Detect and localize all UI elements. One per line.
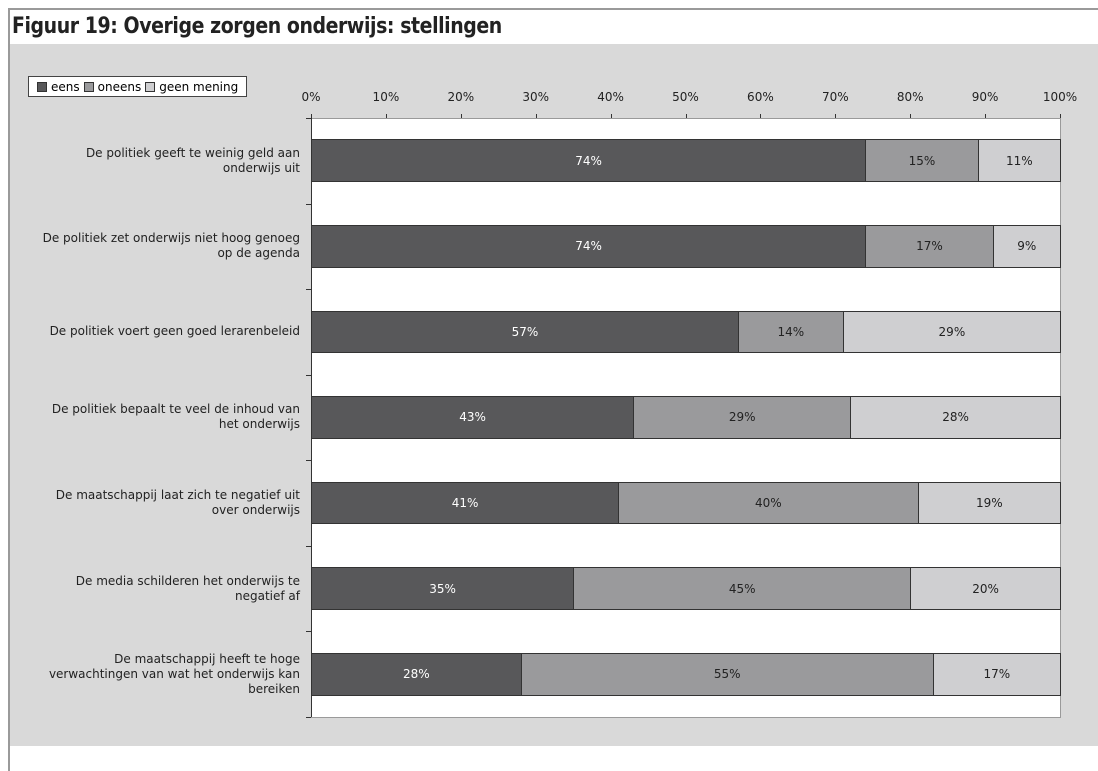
y-tick bbox=[306, 717, 311, 718]
x-tick-label: 0% bbox=[301, 90, 321, 104]
bar-segment: 40% bbox=[618, 481, 919, 525]
bar-segment: 28% bbox=[850, 396, 1061, 439]
x-tick-label: 80% bbox=[896, 90, 924, 104]
data-label: 74% bbox=[575, 153, 602, 168]
data-label: 29% bbox=[728, 410, 756, 425]
data-label: 43% bbox=[459, 410, 486, 425]
bar-segment: 41% bbox=[311, 481, 620, 525]
data-label: 74% bbox=[575, 239, 602, 254]
bar-segment: 29% bbox=[842, 310, 1061, 354]
data-label: 28% bbox=[403, 667, 430, 682]
y-tick-label: De politiek voert geen goed lerarenbelei… bbox=[49, 324, 300, 339]
data-label: 15% bbox=[908, 153, 936, 168]
x-tick bbox=[610, 114, 612, 118]
bar-segment: 74% bbox=[311, 139, 867, 183]
x-tick bbox=[535, 114, 537, 118]
y-tick bbox=[306, 460, 311, 462]
legend-label: oneens bbox=[97, 79, 142, 94]
bar-segment: 15% bbox=[865, 139, 979, 183]
chart-title: Figuur 19: Overige zorgen onderwijs: ste… bbox=[12, 14, 502, 39]
bar-segment: 35% bbox=[311, 567, 575, 611]
bar-segment: 19% bbox=[917, 481, 1061, 525]
legend-label: geen mening bbox=[159, 79, 239, 94]
x-tick-label: 20% bbox=[447, 90, 475, 104]
y-tick-label: De politiek zet onderwijs niet hoog geno… bbox=[42, 231, 300, 261]
legend: eens oneens geen mening bbox=[28, 76, 248, 97]
bar-segment: 9% bbox=[992, 224, 1061, 268]
bar-segment: 29% bbox=[633, 396, 852, 439]
legend-label: eens bbox=[51, 79, 80, 94]
x-tick bbox=[1060, 114, 1061, 118]
y-tick-label: De maatschappij heeft te hoge verwachtin… bbox=[48, 651, 300, 696]
y-tick-label: De politiek geeft te weinig geld aan ond… bbox=[85, 145, 300, 175]
legend-swatch bbox=[145, 81, 156, 92]
x-tick bbox=[835, 114, 837, 118]
y-tick-label: De politiek bepaalt te veel de inhoud va… bbox=[51, 402, 300, 432]
y-tick-label: De maatschappij laat zich te negatief ui… bbox=[55, 488, 300, 518]
data-label: 55% bbox=[713, 667, 741, 682]
data-label: 35% bbox=[429, 581, 456, 596]
bar-segment: 55% bbox=[520, 652, 934, 696]
data-label: 14% bbox=[777, 324, 805, 339]
x-tick bbox=[311, 114, 312, 118]
data-label: 40% bbox=[755, 496, 782, 511]
data-label: 19% bbox=[976, 496, 1003, 511]
bar-segment: 14% bbox=[737, 310, 844, 354]
data-label: 28% bbox=[942, 410, 969, 425]
x-tick-label: 40% bbox=[597, 90, 624, 104]
bar-segment: 11% bbox=[977, 139, 1061, 183]
x-tick bbox=[460, 114, 462, 118]
bar-segment: 57% bbox=[311, 310, 739, 354]
y-tick bbox=[306, 545, 311, 547]
x-tick-label: 50% bbox=[672, 90, 699, 104]
x-tick-label: 60% bbox=[747, 90, 774, 104]
data-label: 17% bbox=[916, 239, 943, 254]
data-label: 41% bbox=[451, 496, 479, 511]
data-label: 29% bbox=[938, 324, 966, 339]
y-tick bbox=[306, 289, 311, 291]
bar-segment: 20% bbox=[910, 567, 1061, 611]
bar-segment: 74% bbox=[311, 224, 867, 268]
data-label: 17% bbox=[983, 667, 1011, 682]
data-label: 57% bbox=[511, 324, 539, 339]
frame-line bbox=[8, 8, 1098, 10]
x-tick-label: 30% bbox=[522, 90, 550, 104]
frame-line bbox=[8, 8, 10, 771]
bar-segment: 17% bbox=[932, 652, 1061, 696]
bar-segment: 45% bbox=[573, 567, 912, 611]
x-tick-label: 10% bbox=[372, 90, 400, 104]
data-label: 9% bbox=[1017, 239, 1037, 254]
x-tick bbox=[910, 114, 912, 118]
y-tick bbox=[306, 203, 311, 205]
data-label: 45% bbox=[728, 581, 756, 596]
data-label: 20% bbox=[972, 581, 999, 596]
x-tick bbox=[760, 114, 762, 118]
bar-segment: 28% bbox=[311, 652, 522, 696]
legend-swatch bbox=[37, 81, 47, 92]
y-tick bbox=[306, 118, 311, 119]
x-tick bbox=[385, 114, 387, 118]
x-tick bbox=[985, 114, 987, 118]
y-tick bbox=[306, 374, 311, 376]
x-tick-label: 70% bbox=[821, 90, 849, 104]
y-tick bbox=[306, 631, 311, 633]
x-tick bbox=[685, 114, 687, 118]
data-label: 11% bbox=[1005, 153, 1033, 168]
bar-segment: 43% bbox=[311, 396, 635, 439]
y-tick-label: De media schilderen het onderwijs te neg… bbox=[75, 573, 300, 603]
x-tick-label: 90% bbox=[971, 90, 999, 104]
x-tick-label: 100% bbox=[1042, 90, 1078, 104]
legend-swatch bbox=[83, 81, 94, 92]
bar-segment: 17% bbox=[865, 224, 994, 268]
